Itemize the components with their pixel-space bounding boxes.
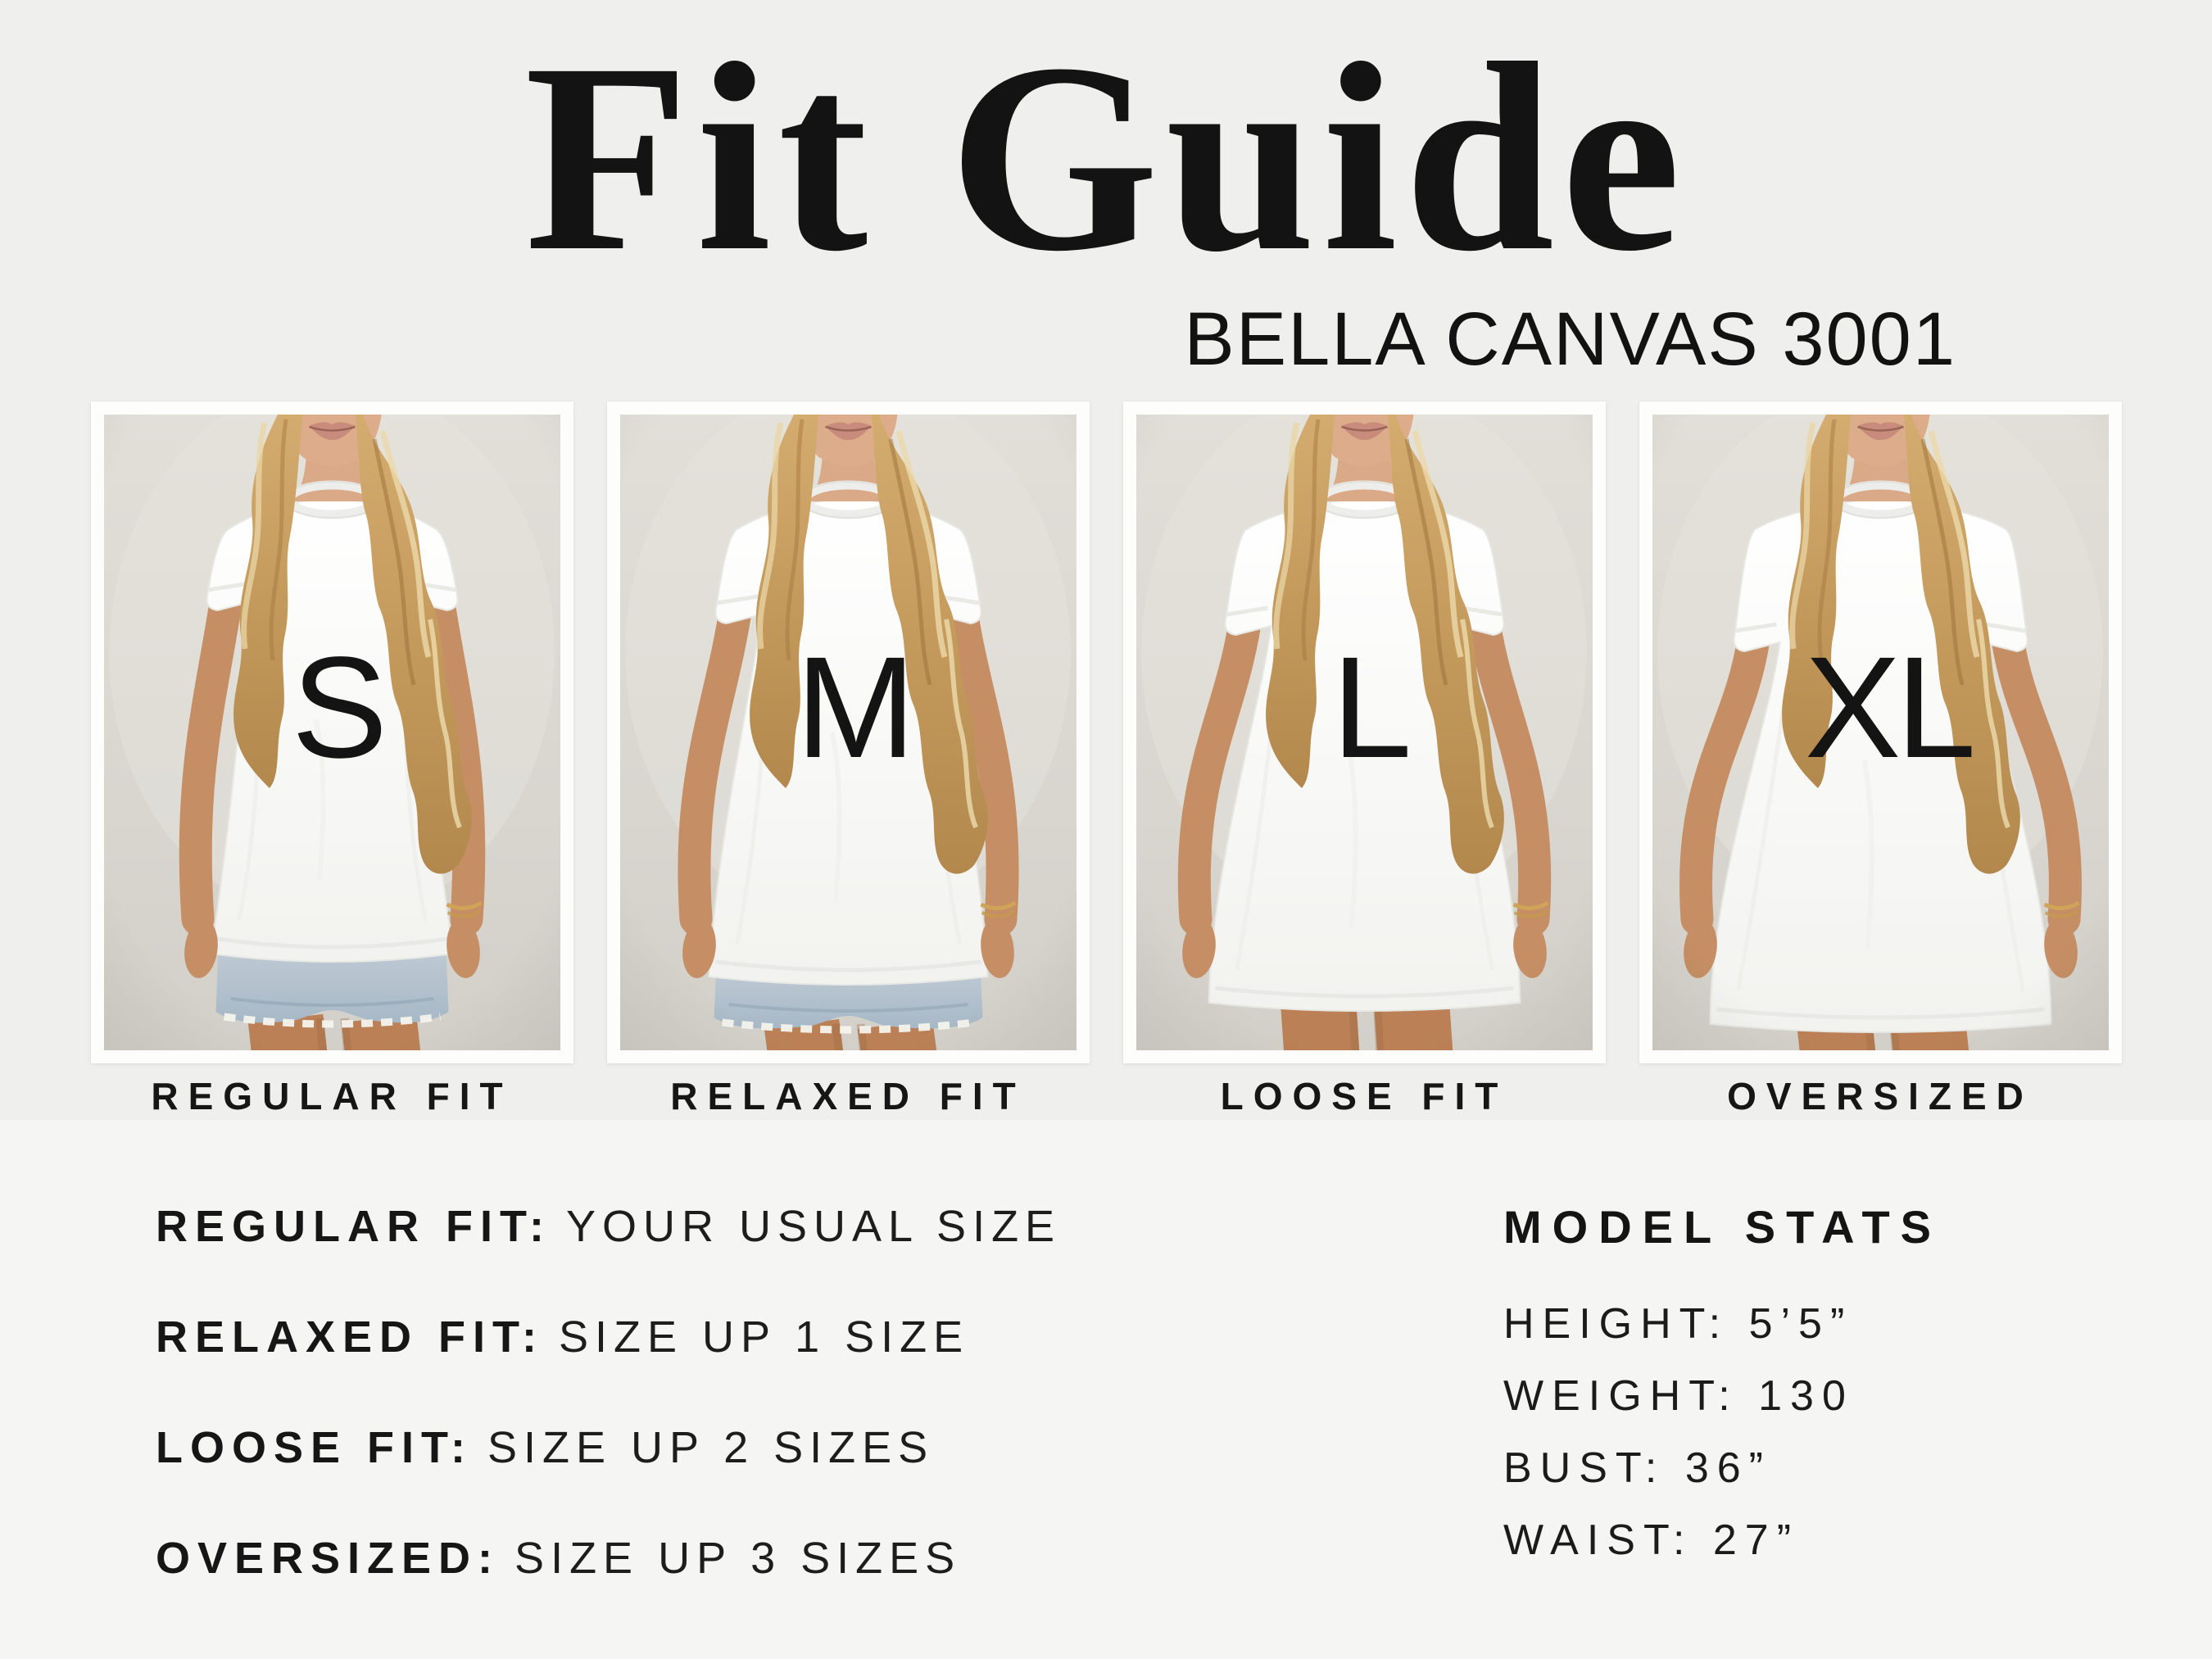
model-stat-height: HEIGHT: 5’5” — [1503, 1300, 1853, 1348]
model-stat-weight: WEIGHT: 130 — [1503, 1372, 1854, 1420]
model-illustration: XL — [1652, 414, 2109, 1050]
model-photo-regular-fit: S — [103, 414, 560, 1050]
photo-frame: M — [606, 401, 1090, 1063]
model-photo-loose-fit: L — [1135, 414, 1593, 1050]
fit-rule-value: SIZE UP 2 SIZES — [487, 1423, 935, 1472]
model-illustration: S — [103, 414, 560, 1050]
size-card-xl: XL OVERSIZED — [1639, 401, 2122, 1115]
page-subtitle: BELLA CANVAS 3001 — [1184, 297, 1956, 381]
fit-caption: OVERSIZED — [1727, 1074, 2033, 1117]
fit-caption: RELAXED FIT — [670, 1074, 1026, 1117]
model-illustration: M — [619, 414, 1077, 1050]
size-card-row: S REGULAR FIT M RELAXED FIT L — [0, 401, 2212, 1115]
model-stats-heading: MODEL STATS — [1503, 1201, 1942, 1253]
size-card-s: S REGULAR FIT — [90, 401, 573, 1117]
model-photo-oversized: XL — [1652, 414, 2109, 1050]
fit-rule-value: SIZE UP 1 SIZE — [559, 1312, 970, 1362]
fit-rule-label: REGULAR FIT: — [156, 1202, 551, 1251]
model-photo-relaxed-fit: M — [619, 414, 1077, 1050]
fit-rule-loose: LOOSE FIT: SIZE UP 2 SIZES — [156, 1425, 1258, 1471]
page-title: Fit Guide — [524, 8, 1688, 307]
model-stat-waist: WAIST: 27” — [1503, 1516, 1800, 1564]
model-illustration: L — [1135, 414, 1593, 1050]
size-card-l: L LOOSE FIT — [1122, 401, 1606, 1117]
info-section: REGULAR FIT: YOUR USUAL SIZE RELAXED FIT:… — [0, 1120, 2212, 1659]
size-card-m: M RELAXED FIT — [606, 401, 1090, 1117]
photo-frame: S — [90, 401, 573, 1063]
fit-rule-relaxed: RELAXED FIT: SIZE UP 1 SIZE — [156, 1314, 1258, 1361]
fit-caption: REGULAR FIT — [151, 1074, 513, 1117]
top-section: Fit Guide BELLA CANVAS 3001 S REGULAR FI… — [0, 8, 2212, 1115]
fit-rule-regular: REGULAR FIT: YOUR USUAL SIZE — [156, 1203, 1258, 1250]
fit-rule-value: SIZE UP 3 SIZES — [514, 1534, 962, 1583]
fit-rule-value: YOUR USUAL SIZE — [565, 1202, 1062, 1251]
fit-rules-list: REGULAR FIT: YOUR USUAL SIZE RELAXED FIT:… — [156, 1203, 1258, 1646]
model-stat-bust: BUST: 36” — [1503, 1444, 1771, 1492]
fit-rule-label: OVERSIZED: — [156, 1534, 501, 1583]
photo-frame: XL — [1639, 401, 2122, 1063]
model-stats: MODEL STATS HEIGHT: 5’5” WEIGHT: 130 BUS… — [1503, 1203, 1942, 1562]
fit-rule-oversized: OVERSIZED: SIZE UP 3 SIZES — [156, 1535, 1258, 1582]
fit-caption: LOOSE FIT — [1220, 1074, 1508, 1117]
photo-frame: L — [1122, 401, 1606, 1063]
fit-rule-label: RELAXED FIT: — [156, 1312, 545, 1362]
fit-rule-label: LOOSE FIT: — [156, 1423, 473, 1472]
